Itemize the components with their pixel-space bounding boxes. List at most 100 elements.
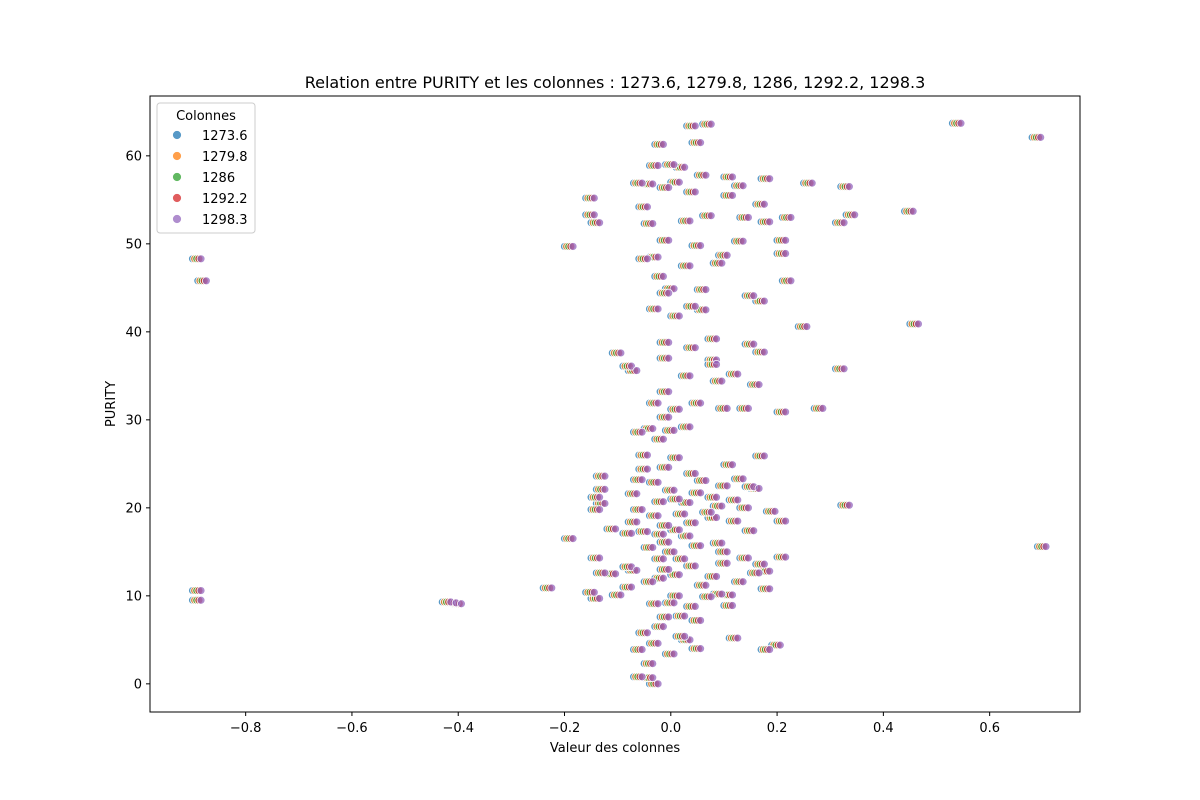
scatter-point [648,543,658,552]
scatter-point [786,276,796,286]
scatter-point [664,521,674,530]
scatter-point [201,276,211,286]
scatter-point [754,380,764,390]
series-1273.6 [188,118,1042,689]
scatter-point [690,187,700,197]
scatter-point [196,595,206,605]
scatter-point [733,516,743,526]
series-1279.8 [190,118,1045,689]
scatter-point [664,183,674,192]
scatter-point [728,590,737,600]
scatter-point [658,497,668,507]
legend: Colonnes 1273.6 1279.8 1286 1292.2 1298.3 [156,102,256,234]
scatter-point [632,366,642,375]
scatter-point [600,484,610,494]
scatter-point [717,258,727,268]
scatter-point [685,422,695,432]
x-axis: −0.8 −0.6 −0.4 −0.2 0.0 0.2 0.4 0.6 [230,712,1000,736]
scatter-point [658,554,668,564]
plot-frame [149,95,1081,713]
scatter-point [908,206,918,216]
scatter-point [616,348,626,358]
scatter-point [712,572,721,581]
scatter-point [706,592,716,602]
series-1292.2 [194,118,1049,689]
y-axis-label: PURITY [104,381,119,427]
scatter-point [674,591,684,601]
scatter-point [600,471,610,481]
scatter-point [674,311,684,321]
x-tick-label: −0.6 [336,721,368,736]
x-tick-label: 0.2 [767,721,788,736]
scatter-point [595,505,604,515]
scatter-point [589,587,599,597]
scatter-point [196,254,206,264]
x-tick-label: −0.8 [230,721,262,736]
scatter-point [839,218,849,228]
scatter-point [648,424,658,434]
legend-label: 1273.6 [202,129,248,144]
scatter-point [844,182,854,192]
scatter-point [653,252,663,262]
scatter-point [696,488,705,498]
scatter-point [637,475,647,485]
scatter-point [722,558,732,568]
scatter-point [722,403,732,413]
scatter-point [765,584,775,594]
scatter-point [674,494,684,504]
scatter-point [595,218,604,228]
scatter-point [759,559,769,569]
scatter-point [690,343,700,353]
legend-label: 1286 [202,171,235,186]
scatter-point [457,599,466,609]
scatter-point [627,528,636,538]
scatter-point [690,518,700,528]
scatter-point [743,213,753,222]
x-tick-label: −0.2 [549,721,581,736]
scatter-point [589,210,599,220]
scatter-point [632,517,642,527]
scatter-point [956,118,966,128]
scatter-point [706,211,716,221]
y-tick-label: 0 [134,677,142,692]
y-tick-label: 10 [125,589,142,604]
scatter-point [637,178,647,188]
scatter-point [701,305,711,315]
scatter-point [664,612,674,622]
chart-title: Relation entre PURITY et les colonnes : … [305,73,926,92]
scatter-point [600,499,610,508]
scatter-point [664,412,674,422]
scatter-point [658,434,668,444]
scatter-point [722,250,732,260]
scatter-point [696,644,705,654]
scatter-point [568,242,578,251]
scatter-point [547,583,557,593]
scatter-point [648,577,658,587]
scatter-point [664,387,674,397]
scatter-point [738,474,748,484]
scatter-point [775,640,785,650]
scatter-point [674,525,684,535]
scatter-point [690,469,700,478]
x-tick-label: 0.6 [979,721,1000,736]
scatter-point [664,337,674,347]
points-layer [188,118,1051,689]
scatter-point [786,213,796,222]
scatter-point [754,568,764,578]
scatter-point [589,193,599,203]
scatter-point [637,672,647,682]
scatter-point [839,364,849,374]
scatter-point [685,261,695,271]
series-1298.3 [196,118,1051,689]
scatter-point [680,631,690,641]
scatter-point [717,501,727,511]
x-tick-label: 0.0 [660,721,681,736]
scatter-point [738,236,748,246]
legend-marker [172,172,182,182]
scatter-point [664,565,674,574]
y-tick-label: 50 [125,237,142,252]
scatter-point [844,500,854,510]
scatter-point [674,404,684,414]
scatter-point [728,191,737,200]
scatter-point [648,219,658,229]
